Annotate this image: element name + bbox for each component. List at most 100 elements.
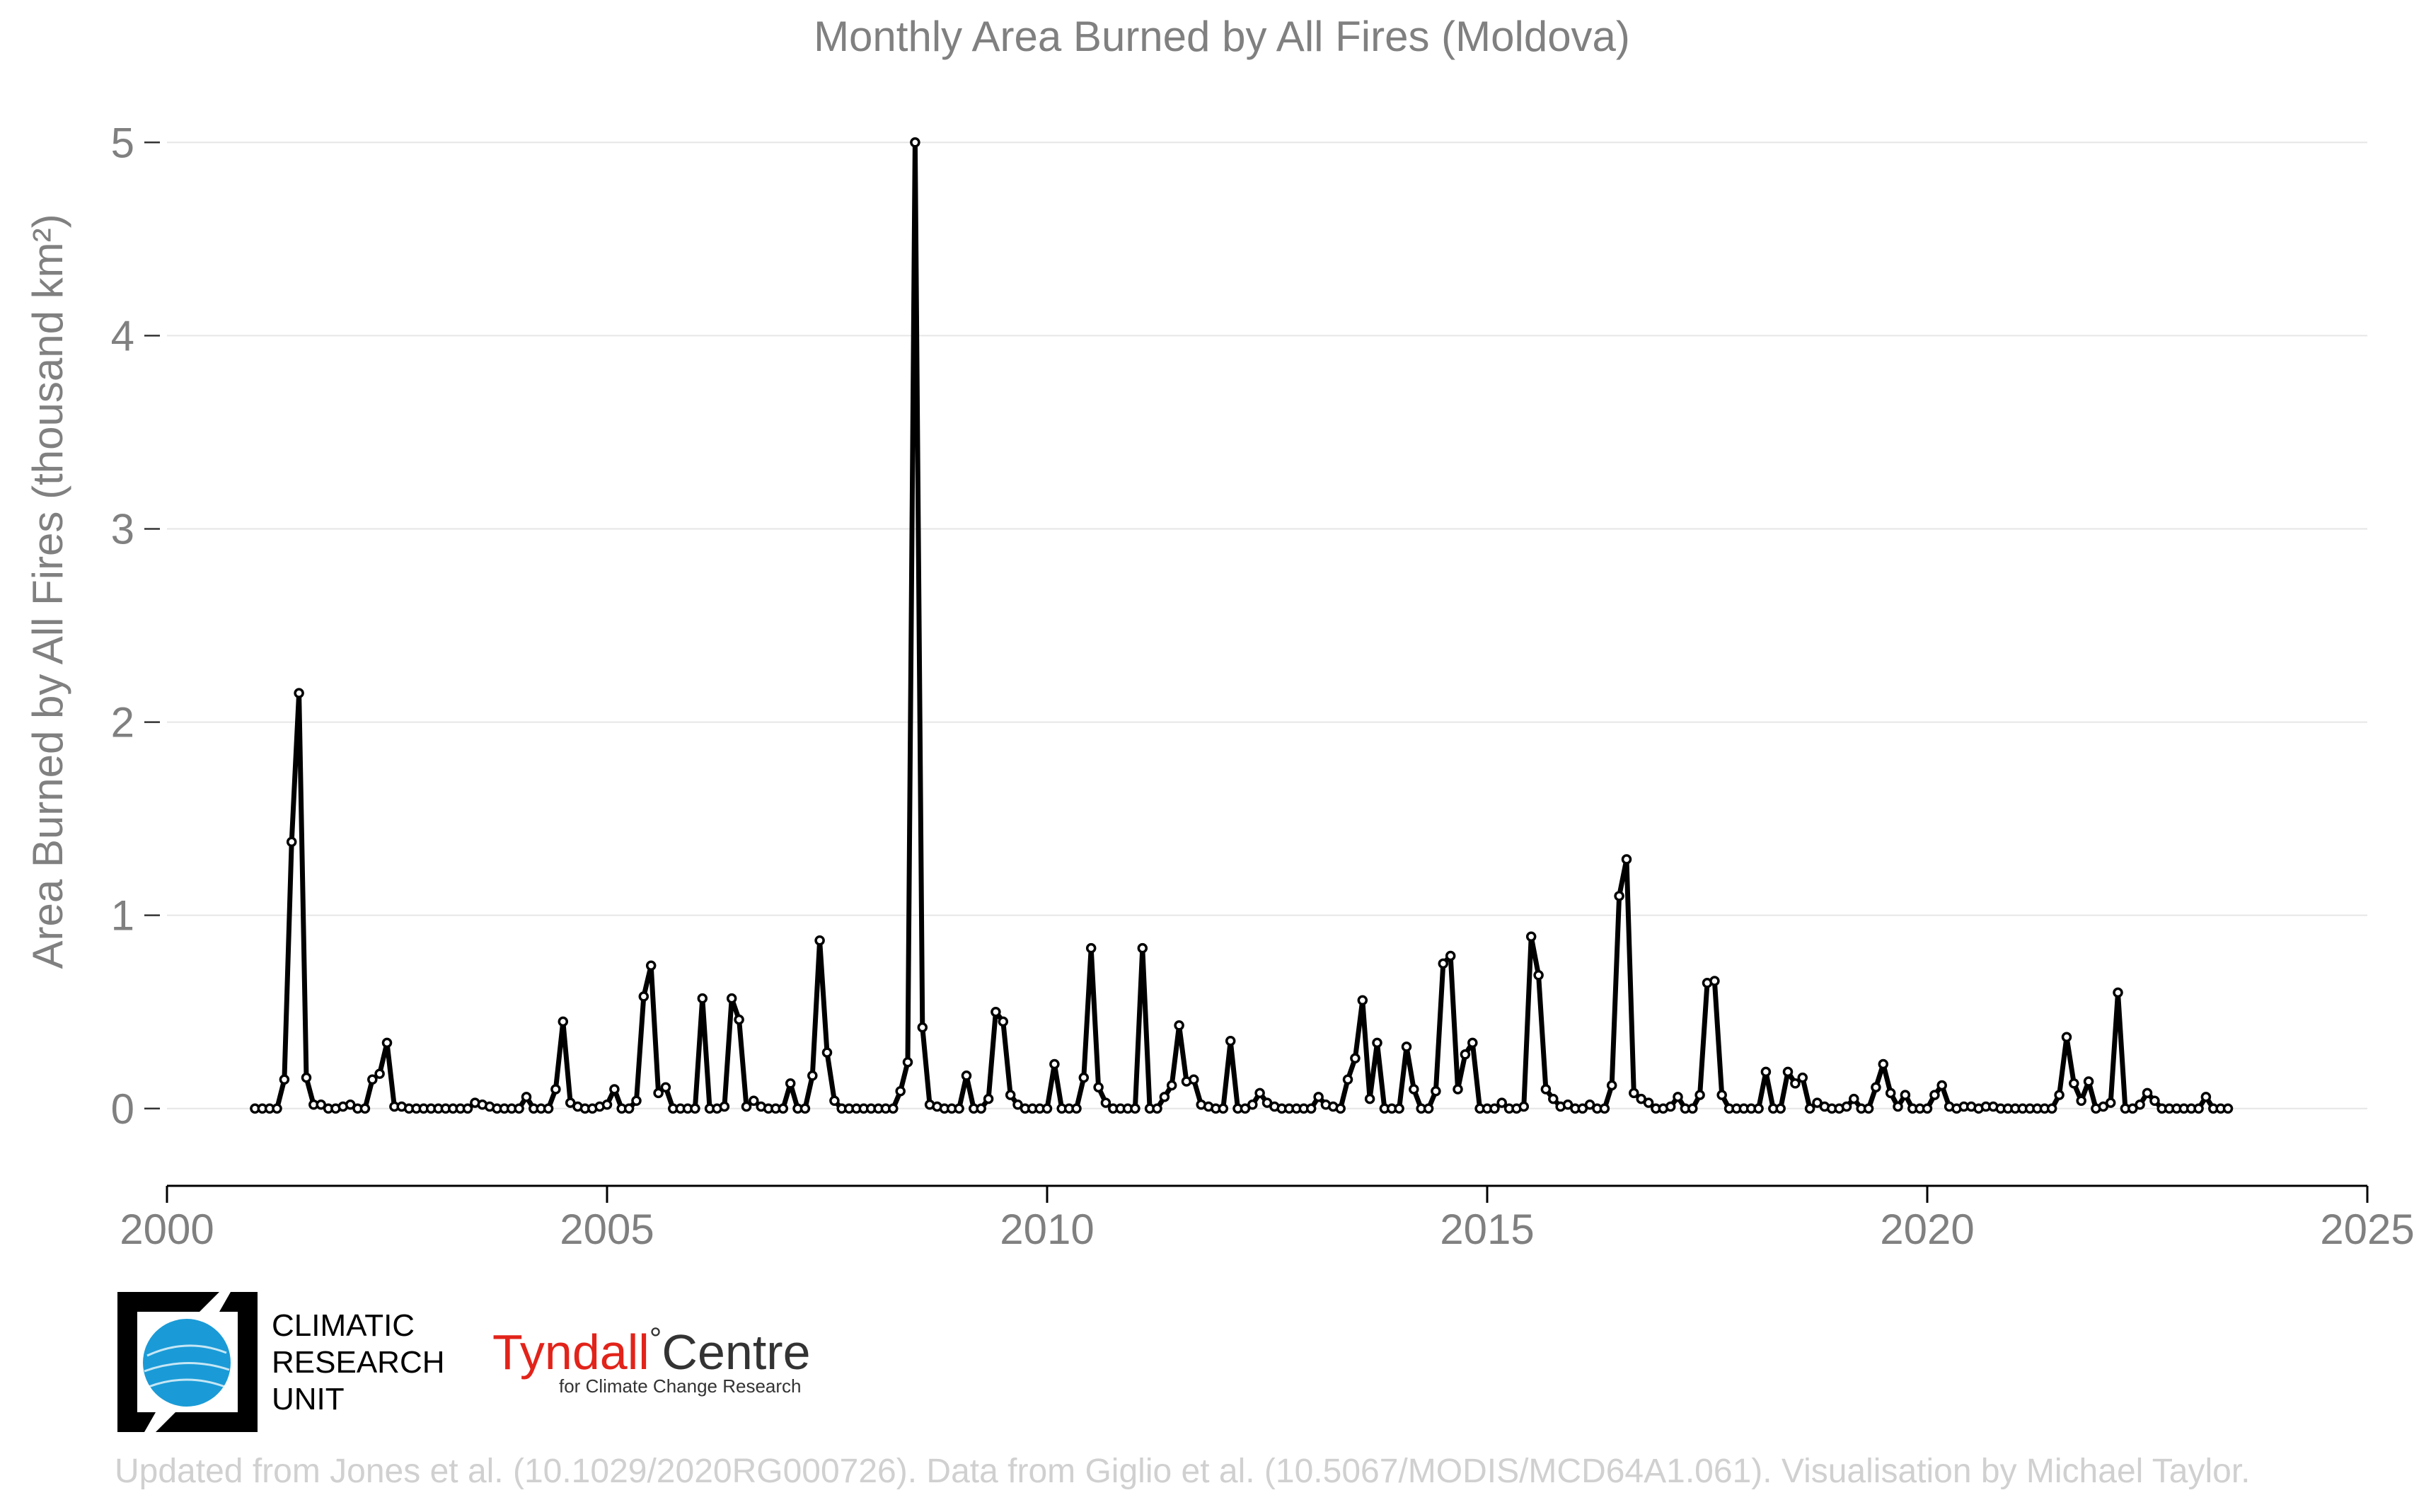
- data-point: [1893, 1101, 1903, 1112]
- data-point: [2069, 1078, 2079, 1089]
- data-point: [1673, 1092, 1683, 1102]
- data-point: [734, 1014, 744, 1025]
- data-point: [638, 991, 649, 1002]
- series-points-layer: [250, 137, 2234, 1114]
- data-point: [910, 137, 920, 148]
- data-point: [609, 1084, 620, 1095]
- data-point: [294, 688, 304, 698]
- data-point: [1401, 1041, 1412, 1052]
- data-point: [514, 1103, 524, 1114]
- data-point: [1093, 1082, 1104, 1092]
- data-point: [1812, 1097, 1823, 1108]
- data-point: [1071, 1103, 1082, 1114]
- data-point: [1629, 1087, 1639, 1099]
- data-point: [1577, 1103, 1588, 1114]
- data-point: [1240, 1103, 1251, 1114]
- y-tick-label-4: 4: [111, 312, 134, 359]
- data-point: [1012, 1100, 1023, 1110]
- data-point: [653, 1087, 664, 1099]
- data-point: [1305, 1103, 1317, 1114]
- data-point: [1687, 1103, 1698, 1114]
- x-tick-label-2005: 2005: [560, 1206, 654, 1253]
- data-point: [1929, 1090, 1940, 1100]
- data-point: [1849, 1093, 1859, 1104]
- data-point: [2127, 1103, 2138, 1114]
- data-point: [1599, 1103, 1610, 1114]
- data-point: [1496, 1097, 1507, 1108]
- data-point: [1665, 1101, 1676, 1112]
- data-point: [1489, 1103, 1500, 1114]
- data-point: [2149, 1095, 2160, 1107]
- data-point: [462, 1103, 473, 1114]
- data-point: [1225, 1035, 1236, 1046]
- data-point: [1460, 1049, 1471, 1060]
- data-point: [1254, 1087, 1265, 1099]
- data-point: [558, 1016, 569, 1027]
- cru-line-1: CLIMATIC: [272, 1308, 415, 1343]
- data-point: [690, 1103, 700, 1114]
- data-point: [749, 1095, 759, 1107]
- y-tick-label-1: 1: [111, 892, 134, 940]
- tyndall-degree: °: [649, 1322, 662, 1356]
- data-point: [1247, 1100, 1258, 1110]
- data-point: [2083, 1076, 2094, 1087]
- data-point: [888, 1103, 899, 1114]
- data-point: [1804, 1103, 1815, 1114]
- data-point: [821, 1047, 833, 1058]
- data-point: [660, 1082, 671, 1092]
- grid-layer: [167, 142, 2367, 1109]
- credit-line: Updated from Jones et al. (10.1029/2020R…: [115, 1453, 2251, 1490]
- data-point: [1335, 1103, 1346, 1114]
- data-point: [1372, 1037, 1382, 1049]
- data-point: [1453, 1084, 1463, 1095]
- data-point: [814, 935, 825, 946]
- data-point: [2098, 1101, 2109, 1112]
- data-point: [543, 1103, 554, 1114]
- data-point: [1790, 1078, 1801, 1089]
- data-point: [829, 1095, 840, 1107]
- tyndall-logo-part1: Tyndall: [492, 1325, 649, 1380]
- cru-line-3: UNIT: [272, 1382, 345, 1416]
- data-point: [521, 1092, 532, 1102]
- data-point: [601, 1100, 613, 1110]
- y-tick-label-2: 2: [111, 699, 134, 746]
- data-point: [2193, 1103, 2204, 1114]
- data-point: [1159, 1092, 1170, 1102]
- data-point: [1548, 1093, 1559, 1104]
- data-point: [1709, 976, 1720, 986]
- data-point: [2054, 1090, 2065, 1100]
- data-point: [1606, 1080, 1617, 1091]
- data-point: [1152, 1103, 1162, 1114]
- data-point: [1636, 1093, 1646, 1104]
- data-point: [272, 1103, 282, 1114]
- data-point: [1584, 1100, 1595, 1110]
- data-point: [1621, 854, 1632, 865]
- data-point: [1760, 1066, 1772, 1078]
- cru-line-2: RESEARCH: [272, 1345, 445, 1380]
- data-point: [917, 1022, 928, 1033]
- data-point: [1078, 1072, 1090, 1083]
- data-point: [1533, 970, 1544, 981]
- data-point: [1438, 958, 1449, 969]
- data-point: [623, 1103, 635, 1114]
- data-point: [1342, 1074, 1353, 1085]
- data-point: [2222, 1103, 2234, 1114]
- data-point: [1137, 942, 1148, 954]
- data-point: [1782, 1066, 1794, 1078]
- x-tick-label-2010: 2010: [1000, 1206, 1094, 1253]
- data-point: [1900, 1090, 1911, 1100]
- y-axis-ticks: 0 1 2 3 4 5: [111, 119, 160, 1133]
- y-tick-label-5: 5: [111, 119, 134, 166]
- data-point: [2046, 1103, 2057, 1114]
- data-point: [2105, 1097, 2116, 1108]
- data-point: [2113, 987, 2123, 998]
- data-point: [367, 1074, 378, 1085]
- data-point: [902, 1056, 913, 1068]
- data-point: [359, 1103, 371, 1114]
- y-axis-label: Area Burned by All Fires (thousand km²): [24, 214, 71, 969]
- data-point: [785, 1078, 796, 1089]
- data-point: [345, 1100, 356, 1110]
- data-point: [983, 1093, 994, 1104]
- data-point: [1878, 1058, 1889, 1070]
